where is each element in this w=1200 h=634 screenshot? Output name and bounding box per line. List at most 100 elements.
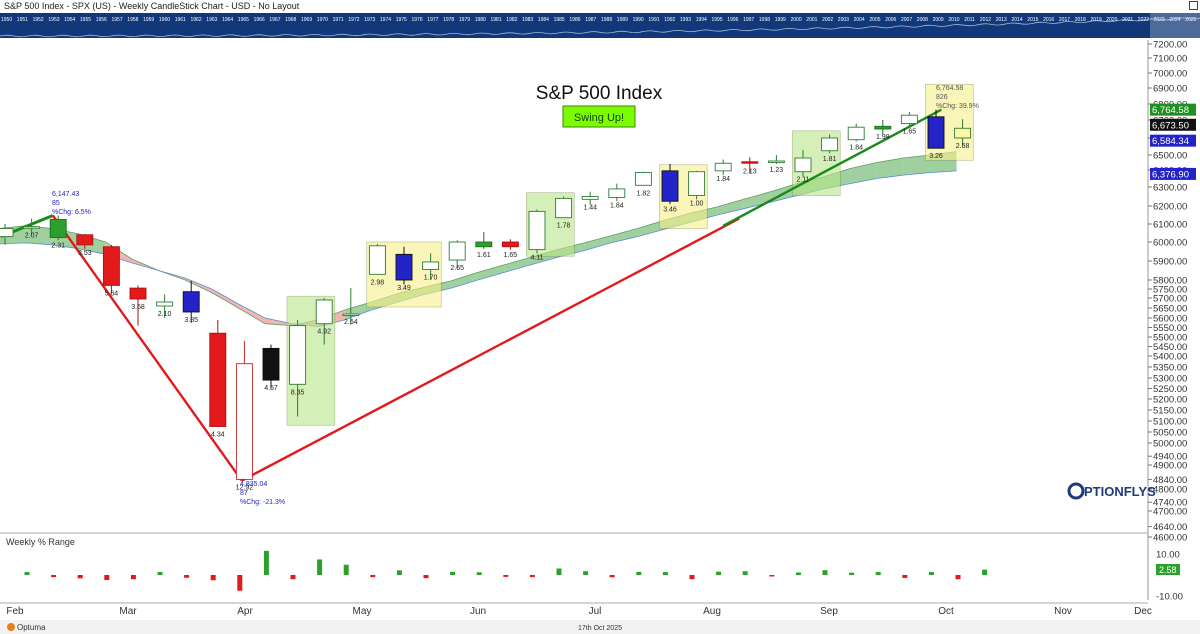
y-tick-label: 4840.00: [1153, 475, 1187, 486]
overview-year-label: 1955: [80, 17, 91, 23]
range-bar: [822, 570, 828, 575]
candle-body: [262, 347, 280, 381]
overview-year-label: 2009: [933, 17, 944, 23]
candle-range-label: 1.65: [903, 129, 917, 136]
candle-range-label: 8.35: [291, 389, 305, 396]
overview-year-label: 2017: [1059, 17, 1070, 23]
range-bar: [662, 572, 668, 575]
range-bar: [77, 575, 83, 579]
y-tick-label: 4940.00: [1153, 452, 1187, 463]
y-tick-label: 5350.00: [1153, 363, 1187, 374]
brand-logo-icon: [1067, 482, 1085, 500]
candle-body: [634, 172, 652, 186]
y-tick-label: 5250.00: [1153, 384, 1187, 395]
overview-year-label: 1980: [475, 17, 486, 23]
candles: 2.07 2.31 3.53 5.64 3.68 2.10 3.85 4.34 12.92 4.5…: [0, 109, 972, 491]
overview-year-label: 1965: [238, 17, 249, 23]
band-segment: [610, 228, 638, 243]
footer-bar: [0, 620, 1200, 634]
chart-title: S&P 500 Index: [536, 83, 663, 104]
overview-year-label: 1986: [569, 17, 580, 23]
month-label: Dec: [1134, 606, 1152, 617]
overview-year-label: 1957: [112, 17, 123, 23]
range-bar: [556, 568, 562, 575]
candle-range-label: 3.26: [929, 153, 943, 160]
candle-body: [794, 157, 812, 173]
range-bar: [742, 571, 748, 575]
range-bar: [476, 572, 482, 575]
y-tick-label: 5750.00: [1153, 285, 1187, 296]
month-label: Jul: [589, 606, 602, 617]
y-tick-label: 5450.00: [1153, 342, 1187, 353]
maximize-icon[interactable]: [1189, 1, 1198, 10]
candle-body: [501, 241, 519, 248]
range-bar: [290, 575, 296, 580]
candle-range-label: 2.31: [51, 243, 65, 250]
range-bar: [795, 572, 801, 575]
range-bar: [263, 550, 269, 575]
candle-body: [23, 226, 41, 229]
band-segment: [265, 318, 292, 326]
candle-body: [368, 245, 386, 275]
range-bar: [689, 575, 695, 580]
y-tick-label: 5700.00: [1153, 294, 1187, 305]
overview-year-label: 2005: [869, 17, 880, 23]
candle-body: [847, 126, 865, 141]
swing-line-up-green: [722, 108, 942, 227]
range-bar: [636, 571, 642, 575]
range-bar: [51, 575, 57, 578]
y-tick-label: 4700.00: [1153, 507, 1187, 518]
band-segment: [717, 199, 744, 215]
candle-body: [129, 287, 147, 300]
y-tick-label: 5200.00: [1153, 395, 1187, 406]
candle-range-label: 2.07: [25, 233, 39, 240]
overview-year-label: 2013: [996, 17, 1007, 23]
overview-year-label: 1979: [459, 17, 470, 23]
candle-body: [156, 301, 174, 307]
candle-range-label: 3.85: [184, 317, 198, 324]
overview-year-label: 2023: [1154, 17, 1165, 23]
overview-navigator: 1950 1951 1952 1953 1954 1955 1956 1957 1958 1959…: [0, 13, 1200, 38]
candle-range-label: 1.61: [477, 252, 491, 259]
overview-year-label: 1953: [48, 17, 59, 23]
candle-body: [182, 291, 200, 313]
candle-range-label: 1.82: [637, 190, 651, 197]
candle-body: [741, 161, 759, 164]
overview-year-label: 2021: [1122, 17, 1133, 23]
price-tag: [1150, 103, 1196, 116]
y-tick-label: 6000.00: [1153, 238, 1187, 249]
swing-annotation-text: 6,764.58: [936, 85, 963, 92]
candle-range-label: 12.92: [236, 484, 254, 491]
range-bar: [317, 559, 323, 575]
overview-year-label: 1982: [506, 17, 517, 23]
y-tick-label: 5300.00: [1153, 374, 1187, 385]
overview-year-label: 1968: [285, 17, 296, 23]
swing-annotation-text: 826: [936, 94, 948, 101]
candle-body: [209, 332, 227, 427]
swing-annotation-text: %Chg: 6.5%: [52, 209, 91, 216]
y-tick-label: 4600.00: [1153, 533, 1187, 544]
range-bar: [982, 569, 988, 575]
month-axis: Feb Mar Apr May Jun Jul Aug Sep Oct Nov Dec: [0, 602, 1152, 617]
y-tick-label: 5050.00: [1153, 428, 1187, 439]
overview-year-label: 1970: [317, 17, 328, 23]
month-label: Apr: [237, 606, 253, 617]
swing-annotation-text: 4,835.04: [240, 481, 267, 488]
month-label: Mar: [119, 606, 137, 617]
overview-year-label: 1991: [648, 17, 659, 23]
range-bar: [875, 572, 881, 575]
range-bar: [609, 575, 615, 578]
optuma-logo-text: Optuma: [17, 623, 46, 632]
candle-body: [581, 196, 599, 200]
candle-body: [315, 299, 333, 325]
band-segment: [584, 235, 611, 251]
overview-year-label: 1988: [601, 17, 612, 23]
swing-line-up-red: [241, 217, 740, 482]
band-segment: [903, 155, 930, 176]
candle-range-label: 2.65: [450, 265, 464, 272]
range-bar: [157, 572, 163, 575]
overview-year-label: 2007: [901, 17, 912, 23]
swing-annotations: 6,147.43 85 %Chg: 6.5% 4,835.04 87 %Chg: -21.…: [52, 85, 979, 506]
